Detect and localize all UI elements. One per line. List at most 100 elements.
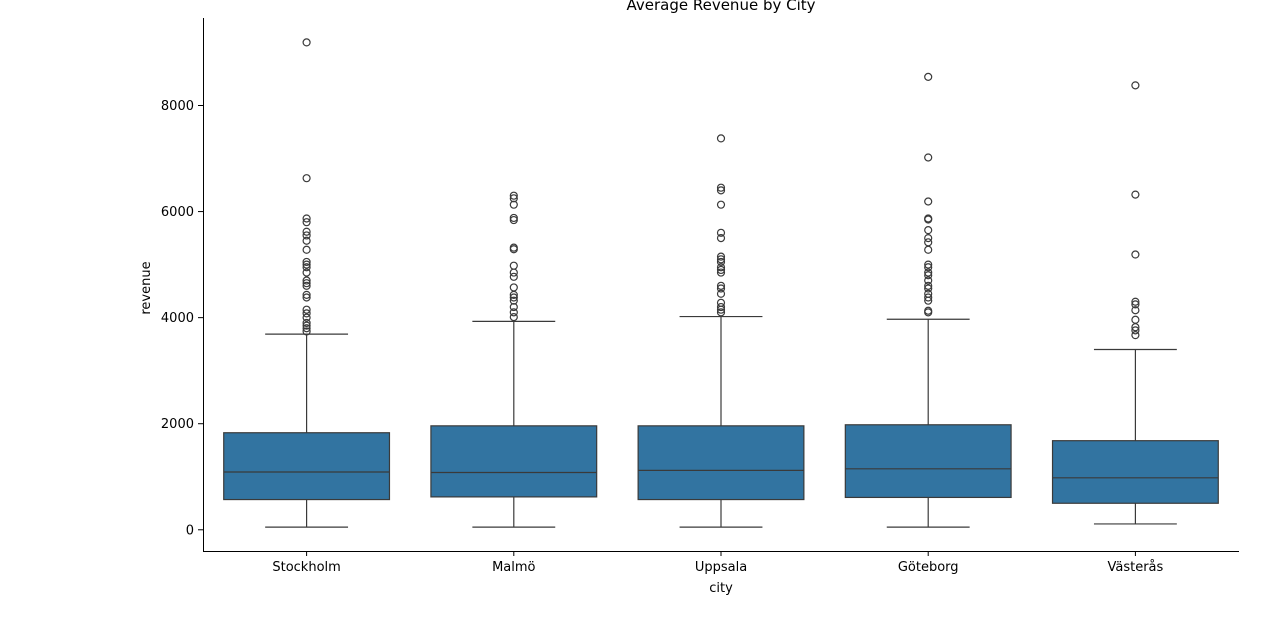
outlier-point (302, 231, 311, 240)
outlier-point (924, 289, 933, 298)
outlier-point (509, 283, 518, 292)
x-tick-label: Västerås (1107, 560, 1163, 575)
outlier-point (302, 218, 311, 227)
x-tick-label: Malmö (492, 560, 535, 575)
outlier-point (716, 265, 726, 275)
outlier-point (716, 268, 726, 277)
outlier-point (716, 252, 726, 261)
outlier-point (924, 197, 933, 206)
outlier-point (509, 268, 518, 277)
outlier-point (302, 290, 311, 299)
outlier-point (302, 214, 311, 223)
outlier-point (509, 191, 518, 200)
outlier-point (302, 245, 311, 254)
iqr-box (1051, 440, 1219, 504)
outlier-point (1131, 331, 1140, 340)
outlier-point (302, 318, 311, 328)
outlier-point (924, 260, 933, 269)
outlier-point (924, 276, 933, 285)
outlier-point (716, 134, 726, 143)
outlier-point (302, 327, 311, 336)
outlier-point (716, 308, 726, 317)
outlier-point (924, 245, 933, 254)
outlier-point (1131, 190, 1140, 199)
outlier-point (1131, 250, 1140, 259)
outlier-point (716, 255, 726, 264)
outlier-point (302, 309, 311, 318)
outlier-point (924, 233, 933, 243)
x-axis-ticks: Stockholm Malmö Uppsala Göteborg Västerås (272, 551, 1164, 575)
box-goteborg (844, 72, 1012, 528)
outlier-point (716, 228, 726, 237)
outlier-point (716, 298, 726, 307)
outlier-point (302, 38, 311, 47)
outlier-point (509, 243, 518, 252)
outlier-point (302, 321, 311, 330)
y-tick-label: 2000 (161, 417, 194, 432)
outlier-point (716, 302, 726, 312)
outlier-point (924, 72, 933, 81)
iqr-box (844, 424, 1012, 499)
outlier-point (924, 271, 933, 280)
outlier-point (509, 296, 518, 305)
outlier-point (716, 281, 726, 290)
iqr-box (430, 425, 598, 498)
outlier-point (924, 306, 933, 315)
x-axis-label: city (709, 581, 733, 596)
iqr-box (223, 432, 391, 501)
outlier-point (509, 200, 518, 209)
outlier-point (1131, 297, 1140, 306)
outlier-point (716, 200, 726, 209)
box-malmo (430, 191, 598, 528)
outlier-point (924, 153, 933, 162)
box-vasteras (1051, 81, 1219, 525)
outlier-point (302, 279, 311, 288)
outlier-point (302, 227, 311, 236)
outlier-point (509, 302, 518, 312)
outlier-point (716, 183, 726, 192)
outlier-point (302, 268, 311, 277)
outlier-point (716, 284, 726, 293)
outlier-point (302, 276, 311, 285)
outlier-point (302, 324, 311, 333)
outlier-point (924, 238, 933, 247)
outlier-point (302, 263, 311, 272)
outlier-point (924, 293, 933, 302)
outlier-point (302, 236, 311, 245)
outlier-point (302, 281, 311, 290)
y-tick-label: 4000 (161, 311, 194, 326)
outlier-point (1131, 306, 1140, 315)
y-axis-ticks: 0 2000 4000 6000 8000 (161, 99, 203, 538)
outlier-point (716, 289, 726, 298)
box-uppsala (637, 134, 805, 528)
x-tick-label: Uppsala (695, 560, 747, 575)
outlier-point (509, 313, 518, 322)
outlier-point (924, 263, 933, 272)
outlier-point (302, 305, 311, 314)
outlier-point (302, 293, 311, 302)
outlier-point (716, 186, 726, 195)
outlier-point (716, 257, 726, 267)
outlier-point (1131, 326, 1140, 335)
x-tick-label: Stockholm (272, 560, 340, 575)
outlier-point (1131, 315, 1140, 324)
outlier-point (302, 313, 311, 322)
outlier-point (509, 194, 518, 203)
outlier-point (716, 263, 726, 272)
y-tick-label: 0 (186, 523, 194, 538)
y-tick-label: 6000 (161, 205, 194, 220)
outlier-point (509, 272, 518, 281)
outlier-point (924, 284, 933, 293)
outlier-point (302, 260, 311, 269)
outlier-point (1131, 81, 1140, 90)
outlier-point (509, 308, 518, 317)
outlier-point (716, 233, 726, 243)
iqr-box (637, 425, 805, 501)
outlier-point (924, 214, 933, 223)
outlier-point (924, 226, 933, 235)
outlier-point (1131, 300, 1140, 309)
plot-area (223, 38, 1219, 528)
outlier-point (509, 213, 518, 223)
outlier-point (302, 174, 311, 183)
